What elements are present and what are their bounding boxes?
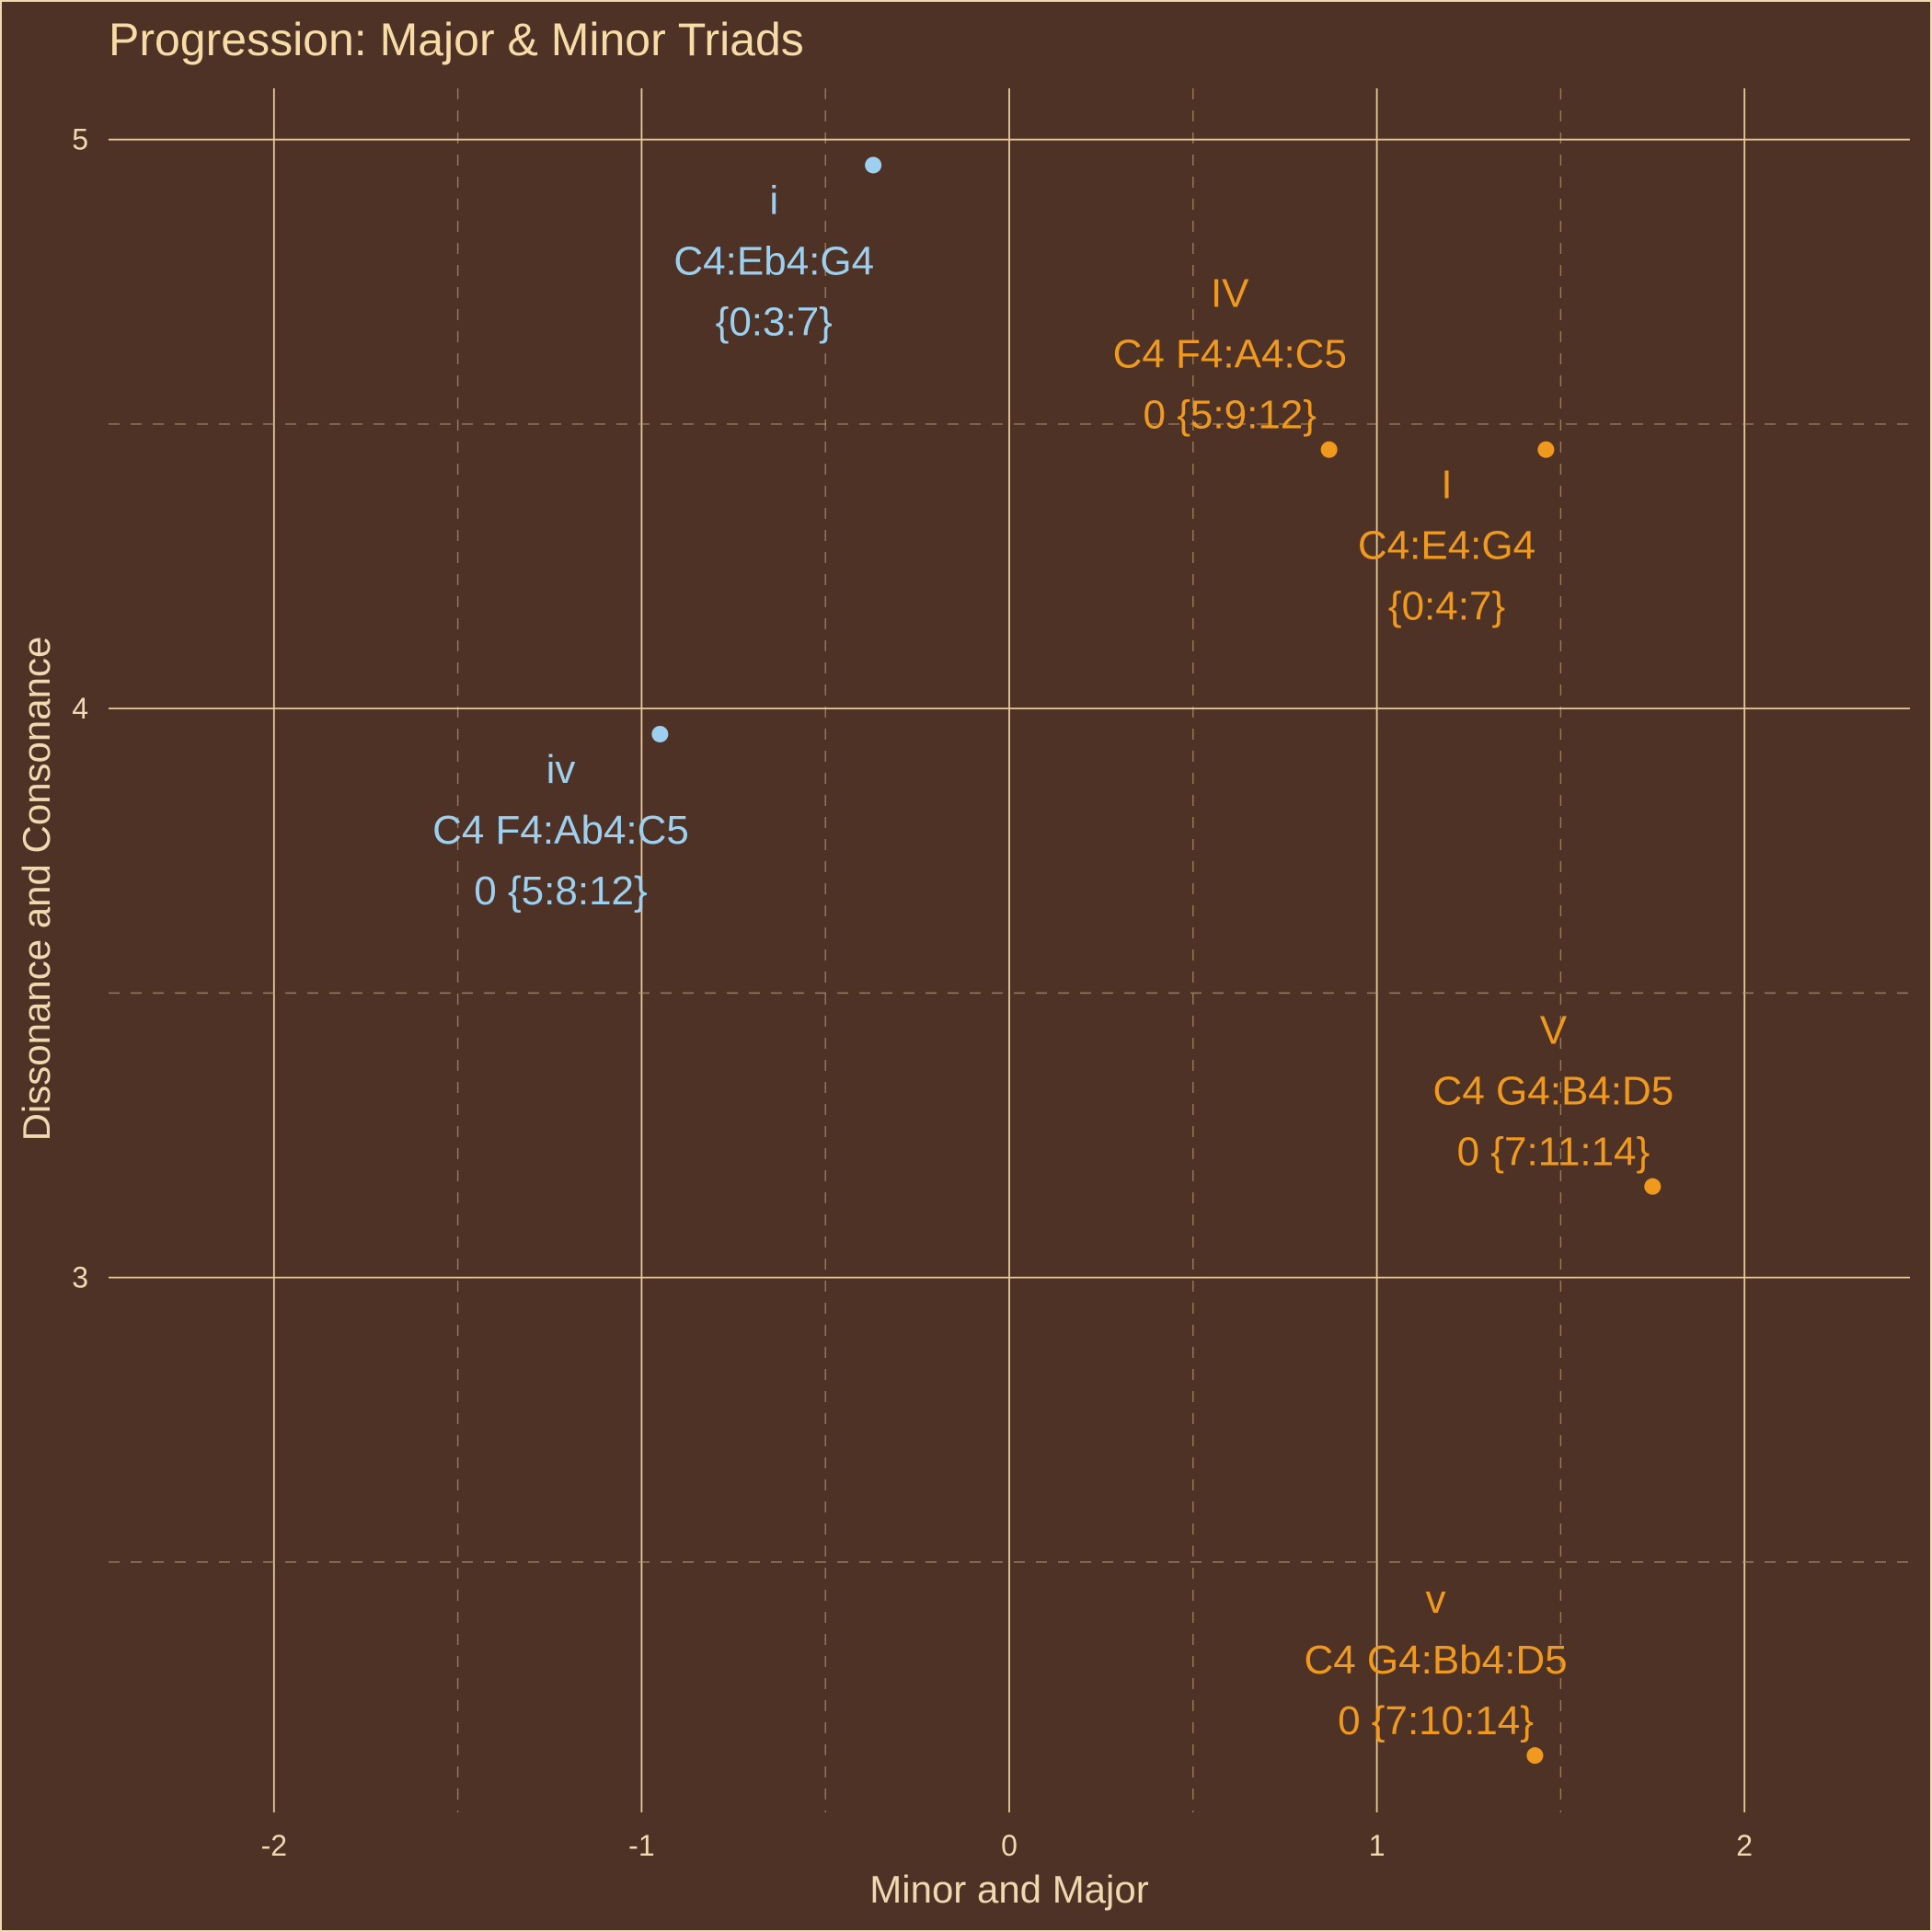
point-label-iv-line3: 0 {5:8:12} — [474, 868, 647, 914]
point-IV — [1320, 441, 1338, 458]
grid — [109, 88, 1910, 1812]
y-tick-label: 3 — [72, 1261, 88, 1294]
x-axis-title: Minor and Major — [869, 1868, 1148, 1911]
point-label-v-line3: 0 {7:10:14} — [1338, 1698, 1534, 1743]
point-label-V-line3: 0 {7:11:14} — [1457, 1130, 1650, 1175]
chart-title: Progression: Major & Minor Triads — [109, 14, 804, 65]
point-label-v-line1: v — [1426, 1577, 1446, 1622]
x-tick-label: 0 — [1001, 1829, 1018, 1862]
points — [651, 156, 1662, 1765]
point-label-iv-line2: C4 F4:Ab4:C5 — [432, 808, 689, 853]
x-tick-label: -2 — [261, 1829, 287, 1862]
axis-ticks: -2 -1 0 1 2 3 4 5 — [72, 123, 1753, 1862]
y-axis-title: Dissonance and Consonance — [15, 637, 58, 1142]
point-label-V-line1: V — [1540, 1008, 1568, 1053]
point-iv — [651, 725, 669, 742]
point-label-I-line2: C4:E4:G4 — [1358, 523, 1535, 569]
point-label-i-line1: i — [769, 178, 778, 223]
point-label-V-line2: C4 G4:B4:D5 — [1433, 1069, 1674, 1114]
point-V — [1644, 1178, 1662, 1195]
point-label-iv-line1: iv — [546, 747, 576, 792]
point-label-i-line3: {0:3:7} — [716, 299, 833, 344]
point-label-I-line3: {0:4:7} — [1388, 584, 1505, 629]
point-I — [1537, 441, 1555, 458]
x-tick-label: -1 — [628, 1829, 654, 1862]
point-label-IV-line3: 0 {5:9:12} — [1144, 393, 1317, 438]
point-label-I-line1: I — [1441, 463, 1452, 508]
point-label-i-line2: C4:Eb4:G4 — [673, 238, 874, 283]
point-labels: i C4:Eb4:G4 {0:3:7} iv C4 F4:Ab4:C5 0 {5:8:12… — [432, 178, 1673, 1743]
y-tick-label: 5 — [72, 123, 88, 156]
point-v — [1526, 1747, 1544, 1765]
point-label-IV-line1: IV — [1211, 271, 1249, 316]
point-i — [865, 156, 882, 174]
point-label-IV-line2: C4 F4:A4:C5 — [1113, 332, 1347, 377]
y-tick-label: 4 — [72, 692, 88, 725]
point-label-v-line2: C4 G4:Bb4:D5 — [1304, 1638, 1567, 1683]
x-tick-label: 1 — [1369, 1829, 1386, 1862]
x-tick-label: 2 — [1736, 1829, 1753, 1862]
